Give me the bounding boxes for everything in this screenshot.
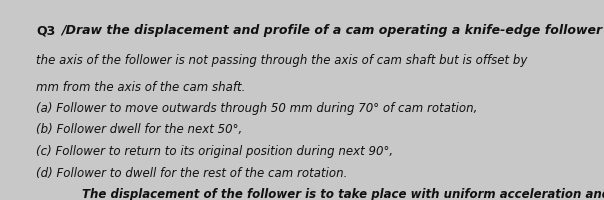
Text: The displacement of the follower is to take place with uniform acceleration and: The displacement of the follower is to t… [82, 188, 604, 200]
Text: (a) Follower to move outwards through 50 mm during 70° of cam rotation,: (a) Follower to move outwards through 50… [36, 102, 478, 115]
Text: Q3: Q3 [36, 24, 56, 37]
Text: mm from the axis of the cam shaft.: mm from the axis of the cam shaft. [36, 81, 246, 94]
Text: (b) Follower dwell for the next 50°,: (b) Follower dwell for the next 50°, [36, 123, 242, 136]
Text: (c) Follower to return to its original position during next 90°,: (c) Follower to return to its original p… [36, 145, 393, 158]
Text: the axis of the follower is not passing through the axis of cam shaft but is off: the axis of the follower is not passing … [36, 54, 532, 67]
Text: (d) Follower to dwell for the rest of the cam rotation.: (d) Follower to dwell for the rest of th… [36, 167, 348, 180]
Text: /Draw the displacement and profile of a cam operating a knife-edge follower when: /Draw the displacement and profile of a … [61, 24, 604, 37]
